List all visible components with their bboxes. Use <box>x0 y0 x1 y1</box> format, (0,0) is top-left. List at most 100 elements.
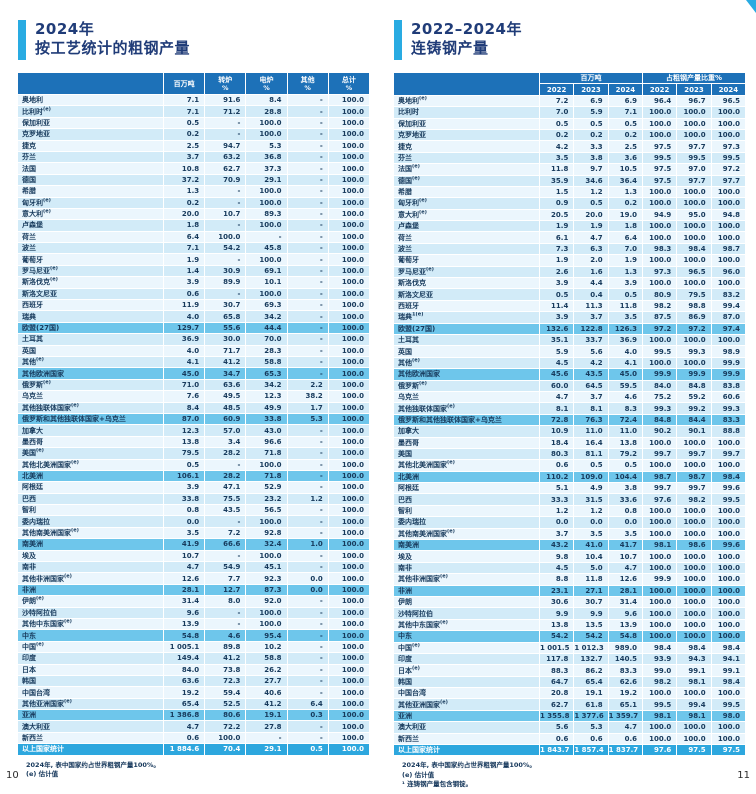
value-cell: 97.5 <box>677 745 712 757</box>
country-label: 其他北美洲国家(e) <box>18 459 164 471</box>
value-cell: 7.1 <box>164 243 206 255</box>
country-label: 保加利亚 <box>394 118 540 130</box>
value-cell: 100.0 <box>328 231 370 244</box>
value-cell: 100.0 <box>711 255 746 267</box>
country-label: 委内瑞拉 <box>394 517 540 529</box>
value-cell: 65.8 <box>205 311 247 323</box>
country-label: 阿根廷 <box>394 483 540 495</box>
value-cell: 92.8 <box>246 527 288 540</box>
value-cell: 43.5 <box>574 369 609 381</box>
value-cell: 8.1 <box>574 403 609 415</box>
value-cell: 100.0 <box>677 255 712 267</box>
table-row: 沙特阿拉伯 9.9 9.9 9.6 100.0 100.0 100.0 <box>394 608 746 620</box>
footnote-line: (e) 估计值 <box>26 770 59 779</box>
value-cell: 19.1 <box>246 710 288 722</box>
country-label: 南美洲 <box>18 539 164 551</box>
value-cell: 100.0 <box>677 596 712 609</box>
value-cell: 72.8 <box>540 414 575 427</box>
right-group-header-row: 百万吨 占粗钢产量比重% <box>394 73 746 96</box>
value-cell: 100.0 <box>642 608 678 620</box>
value-cell: - <box>287 129 329 141</box>
table-row: 加拿大 10.9 11.0 11.0 90.2 90.1 88.8 <box>394 426 746 438</box>
footnote-line: 2024年, 表中国家约占世界粗钢产量100%。 <box>402 761 536 770</box>
value-cell: 3.7 <box>574 391 609 404</box>
table-row: 南非 4.7 54.9 45.1-100.0 <box>18 562 370 574</box>
value-cell: 5.3 <box>246 140 288 152</box>
table-row: 芬兰 3.7 63.2 36.8-100.0 <box>18 151 370 164</box>
value-cell: 4.0 <box>608 346 643 358</box>
value-cell: 9.6 <box>164 607 206 619</box>
country-label: 美国 <box>394 448 540 461</box>
value-cell: 100.0 <box>677 129 712 142</box>
value-cell: - <box>287 106 329 118</box>
country-label: 智利 <box>394 505 540 518</box>
table-row: 美国 80.3 81.1 79.2 99.7 99.7 99.7 <box>394 448 746 461</box>
value-cell: - <box>205 186 247 198</box>
table-row: 其他南美洲国家(e) 3.7 3.5 3.5 100.0 100.0 100.0 <box>394 528 746 541</box>
country-label: 沙特阿拉伯 <box>394 608 540 620</box>
value-cell: 100.0 <box>711 619 746 632</box>
table-row: 斯洛伐克 3.9 4.4 3.9 100.0 100.0 100.0 <box>394 278 746 290</box>
table-row: 匈牙利(e) 0.2-100.0-100.0 <box>18 197 370 209</box>
value-cell: 100.0 <box>711 733 746 746</box>
value-cell: - <box>246 231 288 244</box>
country-label: 埃及 <box>394 551 540 563</box>
value-cell: 0.2 <box>540 129 575 142</box>
value-cell: 98.2 <box>642 300 678 313</box>
value-cell: 1 355.8 <box>540 710 575 723</box>
table-row: 俄罗斯(e) 71.0 63.6 34.2 2.2 100.0 <box>18 379 370 392</box>
value-cell: - <box>287 277 329 289</box>
value-cell: 1.8 <box>164 220 206 232</box>
table-row: 俄罗斯和其他独联体国家+乌克兰 72.8 76.3 72.4 84.8 84.4 83.3 <box>394 414 746 427</box>
value-cell: 87.3 <box>246 584 288 597</box>
value-cell: - <box>287 436 329 449</box>
value-cell: 65.4 <box>574 676 609 689</box>
country-label: 亚洲 <box>394 710 540 723</box>
value-cell: 30.7 <box>205 300 247 312</box>
table-row: 瑞典 4.0 65.8 34.2-100.0 <box>18 311 370 323</box>
table-row: 意大利(e) 20.5 20.0 19.0 94.9 95.0 94.8 <box>394 209 746 222</box>
value-cell: 100.0 <box>246 129 288 141</box>
value-cell: 100.0 <box>711 722 746 734</box>
value-cell: 100.0 <box>711 517 746 529</box>
value-cell: 96.6 <box>246 436 288 449</box>
value-cell: 18.4 <box>540 437 575 449</box>
value-cell: - <box>287 208 329 221</box>
value-cell: 100.0 <box>677 608 712 620</box>
value-cell: 96.5 <box>677 266 712 279</box>
value-cell: 0.0 <box>574 517 609 529</box>
value-cell: 62.7 <box>540 699 575 711</box>
value-cell: 88.8 <box>711 426 746 438</box>
left-title-line2: 按工艺统计的粗钢产量 <box>35 39 191 57</box>
value-cell: 1 012.3 <box>574 642 609 654</box>
value-cell: 100.0 <box>328 721 370 733</box>
country-label: 北美洲 <box>18 470 164 483</box>
value-cell: 100.0 <box>328 322 370 335</box>
value-cell: 75.5 <box>205 493 247 506</box>
value-cell: 4.5 <box>540 357 575 370</box>
country-label: 西班牙 <box>394 300 540 313</box>
value-cell: 32.4 <box>246 539 288 551</box>
value-cell: 0.5 <box>164 459 206 471</box>
table-row: 北美洲 110.2 109.0 104.4 98.7 98.7 98.4 <box>394 471 746 484</box>
value-cell: - <box>287 459 329 471</box>
country-label: 澳大利亚 <box>394 722 540 734</box>
value-cell: 99.9 <box>642 369 678 381</box>
value-cell: 100.0 <box>711 688 746 700</box>
value-cell: 99.9 <box>677 369 712 381</box>
value-cell: 0.4 <box>574 289 609 301</box>
value-cell: 63.2 <box>205 151 247 164</box>
value-cell: 100.0 <box>246 220 288 232</box>
value-cell: 84.0 <box>164 664 206 676</box>
value-cell: 989.0 <box>608 642 643 654</box>
table-row: 芬兰 3.5 3.8 3.6 99.5 99.5 99.5 <box>394 152 746 165</box>
value-cell: 100.0 <box>328 95 370 107</box>
value-cell: 100.0 <box>328 527 370 540</box>
value-cell: 100.0 <box>677 688 712 700</box>
value-cell: 1 884.6 <box>164 744 206 756</box>
country-label: 中东 <box>394 631 540 643</box>
country-label: 墨西哥 <box>18 436 164 449</box>
value-cell: 4.6 <box>205 630 247 642</box>
table-row: 保加利亚 0.5 0.5 0.5 100.0 100.0 100.0 <box>394 118 746 130</box>
value-cell: 109.0 <box>574 471 609 484</box>
